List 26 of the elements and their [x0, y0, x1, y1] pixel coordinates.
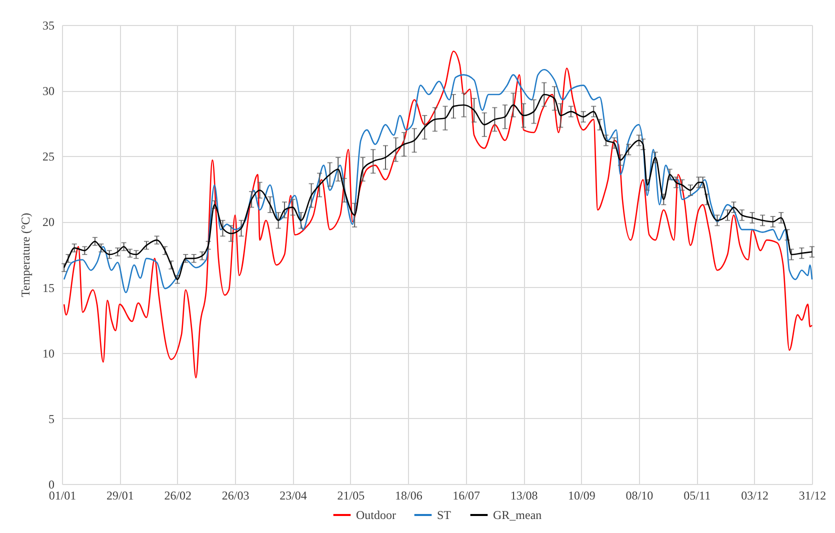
x-tick-label: 05/11 — [684, 488, 711, 502]
x-tick-label: 31/12 — [798, 488, 826, 502]
x-tick-label: 26/02 — [164, 488, 192, 502]
x-tick-label: 26/03 — [222, 488, 250, 502]
legend-label: Outdoor — [356, 508, 396, 522]
x-tick-label: 01/01 — [48, 488, 76, 502]
y-tick-label: 10 — [42, 346, 54, 360]
x-tick-label: 08/10 — [626, 488, 654, 502]
y-tick-label: 25 — [42, 150, 54, 164]
y-tick-label: 0 — [48, 478, 54, 492]
y-tick-label: 20 — [42, 215, 54, 230]
legend-label: GR_mean — [493, 508, 542, 522]
x-tick-label: 29/01 — [106, 488, 134, 502]
y-tick-label: 30 — [42, 84, 54, 98]
x-tick-label: 13/08 — [510, 488, 538, 502]
y-tick-label: 5 — [48, 412, 54, 426]
legend-label: ST — [437, 508, 452, 522]
x-tick-label: 16/07 — [452, 488, 480, 502]
x-tick-label: 10/09 — [568, 488, 596, 502]
x-tick-label: 23/04 — [280, 488, 307, 502]
x-tick-label: 18/06 — [394, 488, 422, 502]
x-tick-label: 03/12 — [741, 488, 768, 502]
y-tick-label: 15 — [42, 280, 54, 295]
y-tick-label: 35 — [42, 18, 54, 32]
x-tick-label: 21/05 — [337, 488, 365, 502]
y-axis-title: Temperature (°C) — [18, 212, 32, 298]
